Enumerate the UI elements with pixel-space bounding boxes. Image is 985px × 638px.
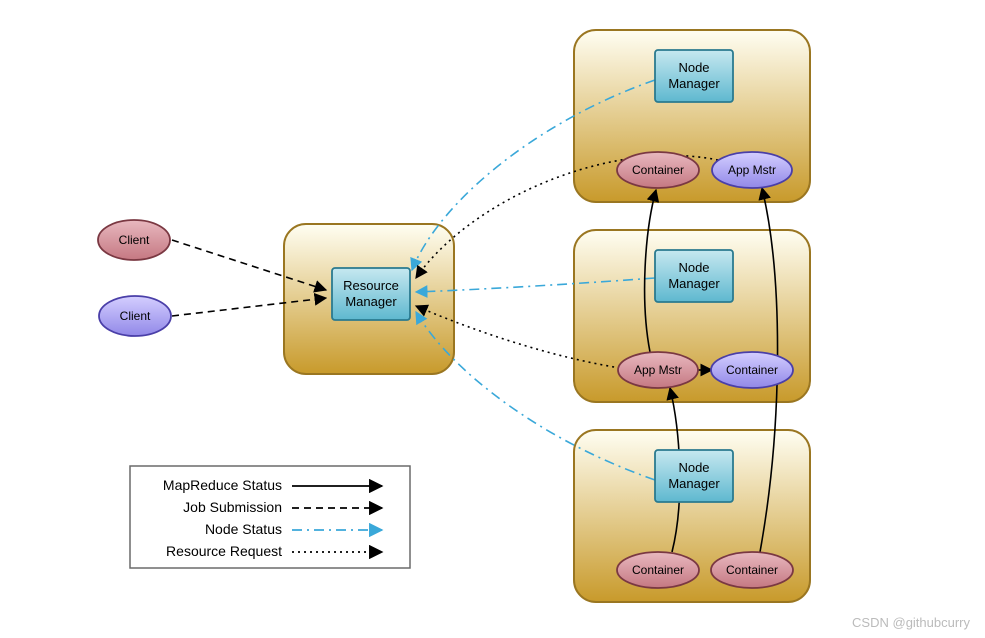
- legend-label-0: MapReduce Status: [163, 477, 282, 493]
- node_mgr_3-label2: Manager: [668, 476, 720, 491]
- legend-label-2: Node Status: [205, 521, 282, 537]
- client2-label: Client: [120, 309, 151, 323]
- container_1a-label: Container: [632, 163, 684, 177]
- node_mgr_3-label1: Node: [678, 460, 709, 475]
- yarn-architecture-diagram: ClientClientResourceManagerNodeManagerCo…: [0, 0, 985, 638]
- appmstr_2-label: App Mstr: [634, 363, 682, 377]
- resource_manager-label2: Manager: [345, 294, 397, 309]
- legend-label-1: Job Submission: [183, 499, 282, 515]
- appmstr_1-label: App Mstr: [728, 163, 776, 177]
- watermark-text: CSDN @githubcurry: [852, 615, 970, 630]
- node_mgr_2-label1: Node: [678, 260, 709, 275]
- container_2-label: Container: [726, 363, 778, 377]
- node_mgr_2-label2: Manager: [668, 276, 720, 291]
- container_3b-label: Container: [726, 563, 778, 577]
- resource_manager-label1: Resource: [343, 278, 399, 293]
- legend-label-3: Resource Request: [166, 543, 282, 559]
- container_3a-label: Container: [632, 563, 684, 577]
- client1-label: Client: [119, 233, 150, 247]
- node_mgr_1-label2: Manager: [668, 76, 720, 91]
- node_mgr_1-label1: Node: [678, 60, 709, 75]
